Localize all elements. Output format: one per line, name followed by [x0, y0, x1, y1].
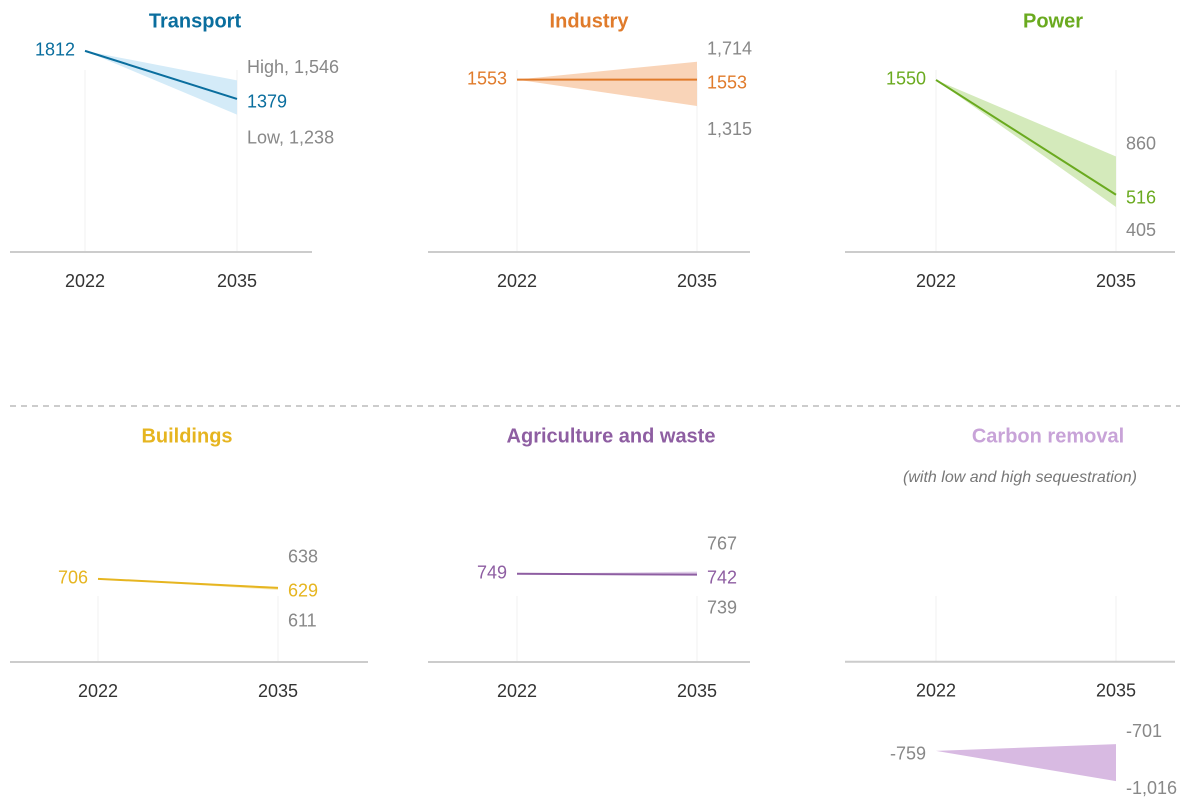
- range-band: [85, 50, 237, 115]
- x-tick-label: 2022: [497, 681, 537, 701]
- low-label: 739: [707, 597, 737, 617]
- mid-line: [84, 49, 238, 100]
- low-label: 1,315: [707, 119, 752, 139]
- range-band: [936, 79, 1116, 208]
- x-tick-label: 2022: [78, 681, 118, 701]
- start-label: 1550: [886, 69, 926, 89]
- low-label: Low, 1,238: [247, 127, 334, 147]
- start-label: 1553: [467, 68, 507, 88]
- high-label: 1,714: [707, 38, 752, 58]
- x-tick-label: 2035: [1096, 681, 1136, 701]
- panel-title: Transport: [149, 10, 242, 32]
- panel-title: Agriculture and waste: [507, 425, 716, 447]
- high-label: -701: [1126, 721, 1162, 741]
- x-tick-label: 2022: [497, 271, 537, 291]
- mid-label: 742: [707, 567, 737, 587]
- mid-line: [516, 572, 698, 576]
- x-tick-label: 2035: [677, 681, 717, 701]
- range-band: [98, 578, 278, 591]
- high-label: 638: [288, 547, 318, 567]
- high-label: 860: [1126, 133, 1156, 153]
- range-band: [936, 744, 1116, 782]
- mid-label: 1379: [247, 92, 287, 112]
- low-label: 611: [288, 611, 317, 631]
- range-band: [517, 61, 697, 107]
- mid-label: 516: [1126, 187, 1156, 207]
- panel-title: Power: [1023, 10, 1083, 32]
- x-tick-label: 2035: [217, 271, 257, 291]
- high-label: High, 1,546: [247, 57, 339, 77]
- x-tick-label: 2035: [677, 271, 717, 291]
- low-label: 405: [1126, 220, 1156, 240]
- low-label: -1,016: [1126, 778, 1177, 798]
- x-tick-label: 2035: [258, 681, 298, 701]
- mid-label: 629: [288, 581, 318, 601]
- x-tick-label: 2035: [1096, 271, 1136, 291]
- x-tick-label: 2022: [65, 271, 105, 291]
- start-label: 749: [477, 563, 507, 583]
- start-label: 1812: [35, 40, 75, 60]
- high-label: 767: [707, 533, 737, 553]
- mid-line: [97, 577, 279, 589]
- x-tick-label: 2022: [916, 681, 956, 701]
- panel-title: Buildings: [141, 425, 232, 447]
- start-label: 706: [58, 568, 88, 588]
- start-label: -759: [890, 744, 926, 764]
- panel-title: Industry: [550, 10, 630, 32]
- panel-title: Carbon removal: [972, 425, 1124, 447]
- x-tick-label: 2022: [916, 271, 956, 291]
- panel-subtitle: (with low and high sequestration): [903, 469, 1137, 486]
- mid-line: [935, 79, 1117, 196]
- mid-label: 1553: [707, 72, 747, 92]
